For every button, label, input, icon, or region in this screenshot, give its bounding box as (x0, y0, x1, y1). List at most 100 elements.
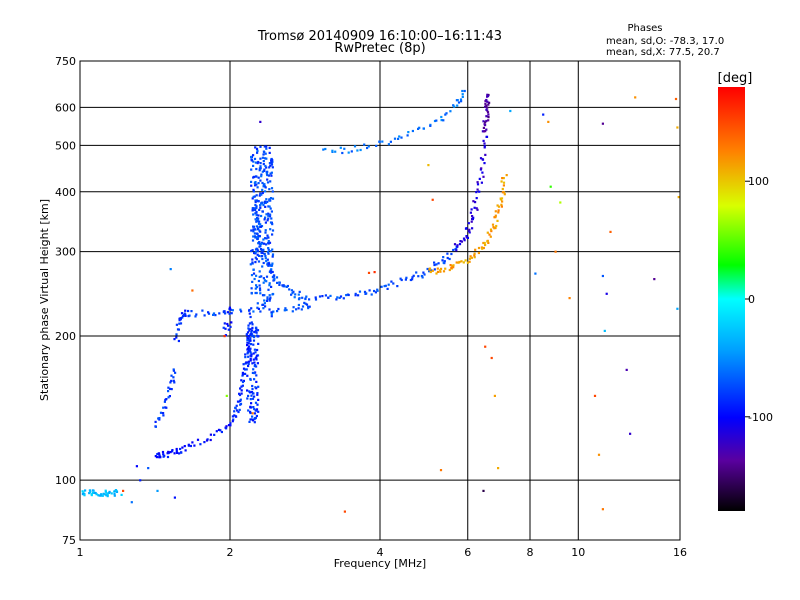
data-point (259, 292, 262, 295)
data-point (251, 412, 254, 415)
data-point (255, 328, 258, 331)
data-point (255, 331, 258, 334)
data-point (490, 230, 493, 233)
data-point (257, 222, 261, 225)
data-point (261, 257, 264, 261)
data-point (260, 193, 263, 196)
data-point (171, 450, 174, 453)
data-point (139, 479, 142, 482)
data-point (249, 351, 252, 354)
data-point (253, 228, 256, 231)
data-point (264, 305, 267, 308)
data-point (196, 438, 200, 441)
data-point (442, 256, 445, 259)
data-point (264, 205, 267, 208)
data-point (240, 385, 243, 388)
data-point (456, 244, 459, 247)
data-point (476, 188, 479, 191)
data-point (677, 196, 680, 199)
data-point (179, 322, 183, 325)
data-point (264, 190, 267, 193)
data-point (162, 453, 165, 456)
x-axis-label: Frequency [MHz] (334, 557, 426, 570)
data-point (180, 312, 184, 315)
data-point (293, 296, 296, 299)
data-point (203, 441, 206, 444)
data-point (271, 229, 275, 232)
data-point (304, 302, 307, 305)
data-point (251, 209, 254, 212)
data-point (229, 422, 232, 425)
data-point (251, 261, 254, 264)
data-point (247, 347, 250, 350)
data-point (252, 188, 255, 191)
data-point (104, 490, 107, 493)
data-point (238, 393, 242, 397)
data-point (244, 356, 247, 359)
data-point (653, 278, 656, 281)
stats-line-x: mean, sd,X: 77.5, 20.7 (606, 47, 720, 58)
data-point (253, 407, 256, 411)
data-point (147, 467, 150, 470)
data-point (501, 191, 504, 194)
data-point (170, 388, 173, 391)
data-point (253, 378, 256, 381)
data-point (259, 289, 262, 292)
data-point (376, 289, 379, 292)
data-point (298, 290, 301, 293)
data-point (460, 100, 463, 103)
data-point (253, 348, 256, 351)
data-point (503, 191, 506, 194)
data-point (452, 104, 455, 107)
data-point (253, 181, 256, 185)
data-point (278, 283, 281, 286)
data-point (264, 257, 267, 260)
data-point (223, 335, 226, 338)
data-point (180, 451, 183, 454)
data-point (247, 324, 250, 327)
data-point (266, 181, 270, 184)
data-point (471, 215, 474, 218)
data-point (262, 307, 265, 310)
data-point (456, 245, 459, 248)
data-point (405, 276, 408, 279)
data-point (228, 307, 232, 310)
data-point (451, 264, 454, 267)
data-point (226, 311, 229, 314)
data-point (183, 445, 186, 448)
data-point (347, 151, 350, 154)
data-point (261, 188, 264, 191)
data-point (270, 163, 274, 166)
data-point (384, 284, 387, 287)
data-point (455, 249, 458, 252)
data-point (476, 181, 479, 184)
data-point (284, 307, 287, 310)
data-point (286, 284, 289, 288)
data-point (224, 334, 227, 337)
data-point (465, 227, 468, 230)
data-point (502, 177, 505, 180)
data-point (458, 243, 462, 246)
data-point (162, 412, 165, 415)
y-tick-label: 200 (55, 330, 76, 343)
data-point (239, 399, 242, 402)
data-point (400, 136, 403, 139)
data-point (252, 339, 256, 342)
data-point (235, 404, 238, 407)
data-point (428, 267, 431, 270)
data-point (262, 160, 265, 163)
data-point (471, 217, 474, 221)
data-point (252, 235, 255, 238)
data-point (476, 208, 479, 211)
data-point (187, 309, 190, 313)
data-point (250, 390, 254, 394)
data-point (261, 254, 264, 258)
data-point (489, 235, 492, 238)
data-point (240, 389, 243, 392)
data-point (249, 377, 252, 381)
y-tick-label: 600 (55, 101, 76, 114)
data-point (314, 296, 317, 299)
data-point (479, 157, 483, 160)
data-point (258, 220, 261, 223)
